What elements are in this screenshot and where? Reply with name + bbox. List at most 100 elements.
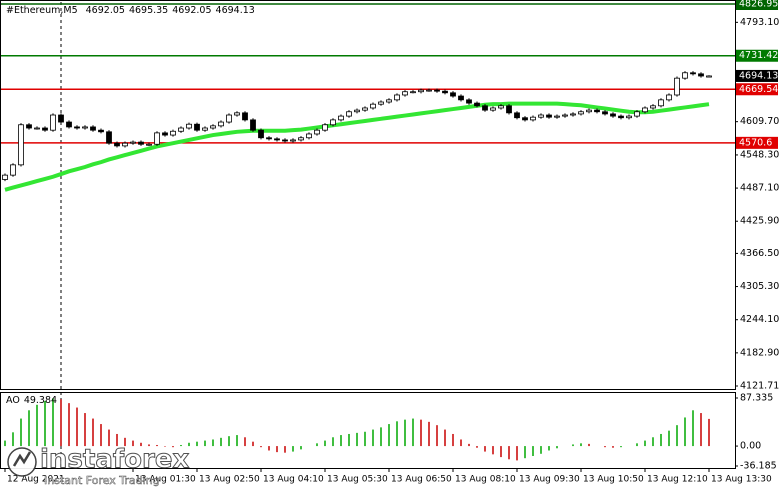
y-tick-label: 4548.30	[740, 149, 779, 160]
price-label: 4694.13	[739, 70, 778, 81]
candle-body	[466, 99, 472, 104]
level-label-bg	[736, 49, 778, 62]
candle-body	[298, 137, 304, 141]
candle-body	[314, 129, 320, 135]
y-tick-label: 4793.10	[740, 17, 779, 28]
level-label: 4669.54	[739, 84, 778, 95]
candle-body	[346, 111, 352, 117]
candle-body	[82, 126, 88, 129]
ao-frame	[0, 392, 736, 469]
candle-body	[98, 129, 104, 133]
candle-body	[18, 124, 24, 166]
candle-body	[690, 72, 696, 75]
x-tick-label: 13 Aug 05:30	[327, 475, 388, 485]
candle-body	[522, 117, 528, 121]
candle-body	[682, 72, 688, 79]
candle-body	[194, 123, 200, 131]
candle-body	[538, 114, 544, 118]
x-tick-label: 12 Aug 2021	[7, 475, 65, 485]
y-tick-label: 4121.71	[740, 381, 779, 392]
candle-body	[650, 105, 656, 109]
y-tick-label: 4182.90	[740, 347, 779, 358]
candle-body	[170, 130, 176, 136]
candle-body	[250, 119, 256, 131]
candle-body	[474, 102, 480, 107]
candle-body	[34, 127, 40, 130]
logo	[7, 447, 37, 477]
candle-body	[434, 89, 440, 92]
candle-body	[50, 114, 56, 131]
candle-body	[26, 124, 32, 129]
candle-body	[562, 114, 568, 117]
candle-body	[618, 115, 624, 119]
candle-body	[610, 113, 616, 117]
candle-body	[554, 115, 560, 118]
candle-body	[674, 77, 680, 96]
candle-body	[458, 95, 464, 101]
level-label-bg	[736, 136, 778, 149]
candle-body	[258, 129, 264, 139]
candle-body	[394, 94, 400, 101]
candle-body	[202, 127, 208, 131]
candle-body	[218, 121, 224, 127]
ao-label: AO 49.384	[6, 395, 57, 406]
candle-body	[698, 73, 704, 77]
candle-body	[642, 107, 648, 113]
candle-body	[10, 164, 16, 176]
x-tick-label: 13 Aug 01:30	[135, 475, 196, 485]
candle-body	[266, 137, 272, 140]
y-tick-label: 87.335	[740, 393, 773, 404]
candle-body	[354, 109, 360, 113]
level-label: 4570.6	[739, 137, 772, 148]
candle-body	[114, 142, 120, 147]
candle-body	[626, 115, 632, 119]
candle-body	[234, 112, 240, 116]
candle-body	[426, 89, 432, 92]
candle-body	[330, 119, 336, 126]
candle-body	[290, 139, 296, 142]
candle-body	[418, 89, 424, 93]
candle-body	[242, 112, 248, 121]
candle-body	[602, 111, 608, 115]
candle-body	[210, 125, 216, 129]
level-label: 4731.42	[739, 50, 778, 61]
candle-body	[130, 141, 136, 144]
candle-body	[594, 109, 600, 113]
candle-body	[546, 114, 552, 118]
candle-body	[322, 124, 328, 131]
price-label-bg	[736, 69, 778, 82]
candle-body	[58, 114, 64, 123]
candle-body	[442, 90, 448, 94]
candle-body	[506, 105, 512, 114]
candle-body	[634, 111, 640, 117]
candle-body	[370, 103, 376, 109]
candle-body	[274, 138, 280, 141]
candle-body	[282, 139, 288, 142]
candle-body	[570, 113, 576, 116]
logo-mark	[12, 451, 32, 467]
watermark-tagline: Instant Forex Trading	[44, 474, 160, 487]
y-tick-label: 4366.50	[740, 248, 779, 259]
candle-body	[146, 143, 152, 146]
x-tick-label: 13 Aug 13:30	[711, 475, 772, 485]
candle-body	[386, 99, 392, 103]
moving-average	[4, 101, 710, 192]
candle-body	[106, 131, 112, 144]
candle-body	[122, 142, 128, 147]
x-tick-label: 13 Aug 06:50	[391, 475, 452, 485]
watermark-brand: instaforex	[40, 445, 190, 475]
candle-body	[530, 116, 536, 121]
y-tick-label: 4305.30	[740, 281, 779, 292]
candle-body	[154, 132, 160, 145]
candle-body	[338, 115, 344, 121]
chart-title: #Ethereum,M5 4692.05 4695.35 4692.05 4694.13	[6, 5, 255, 16]
candle-body	[658, 99, 664, 107]
candle-body	[706, 75, 712, 78]
candle-body	[362, 107, 368, 111]
candle-body	[178, 127, 184, 132]
candle-body	[402, 91, 408, 96]
candle-body	[578, 111, 584, 115]
x-tick-label: 13 Aug 10:50	[583, 475, 644, 485]
